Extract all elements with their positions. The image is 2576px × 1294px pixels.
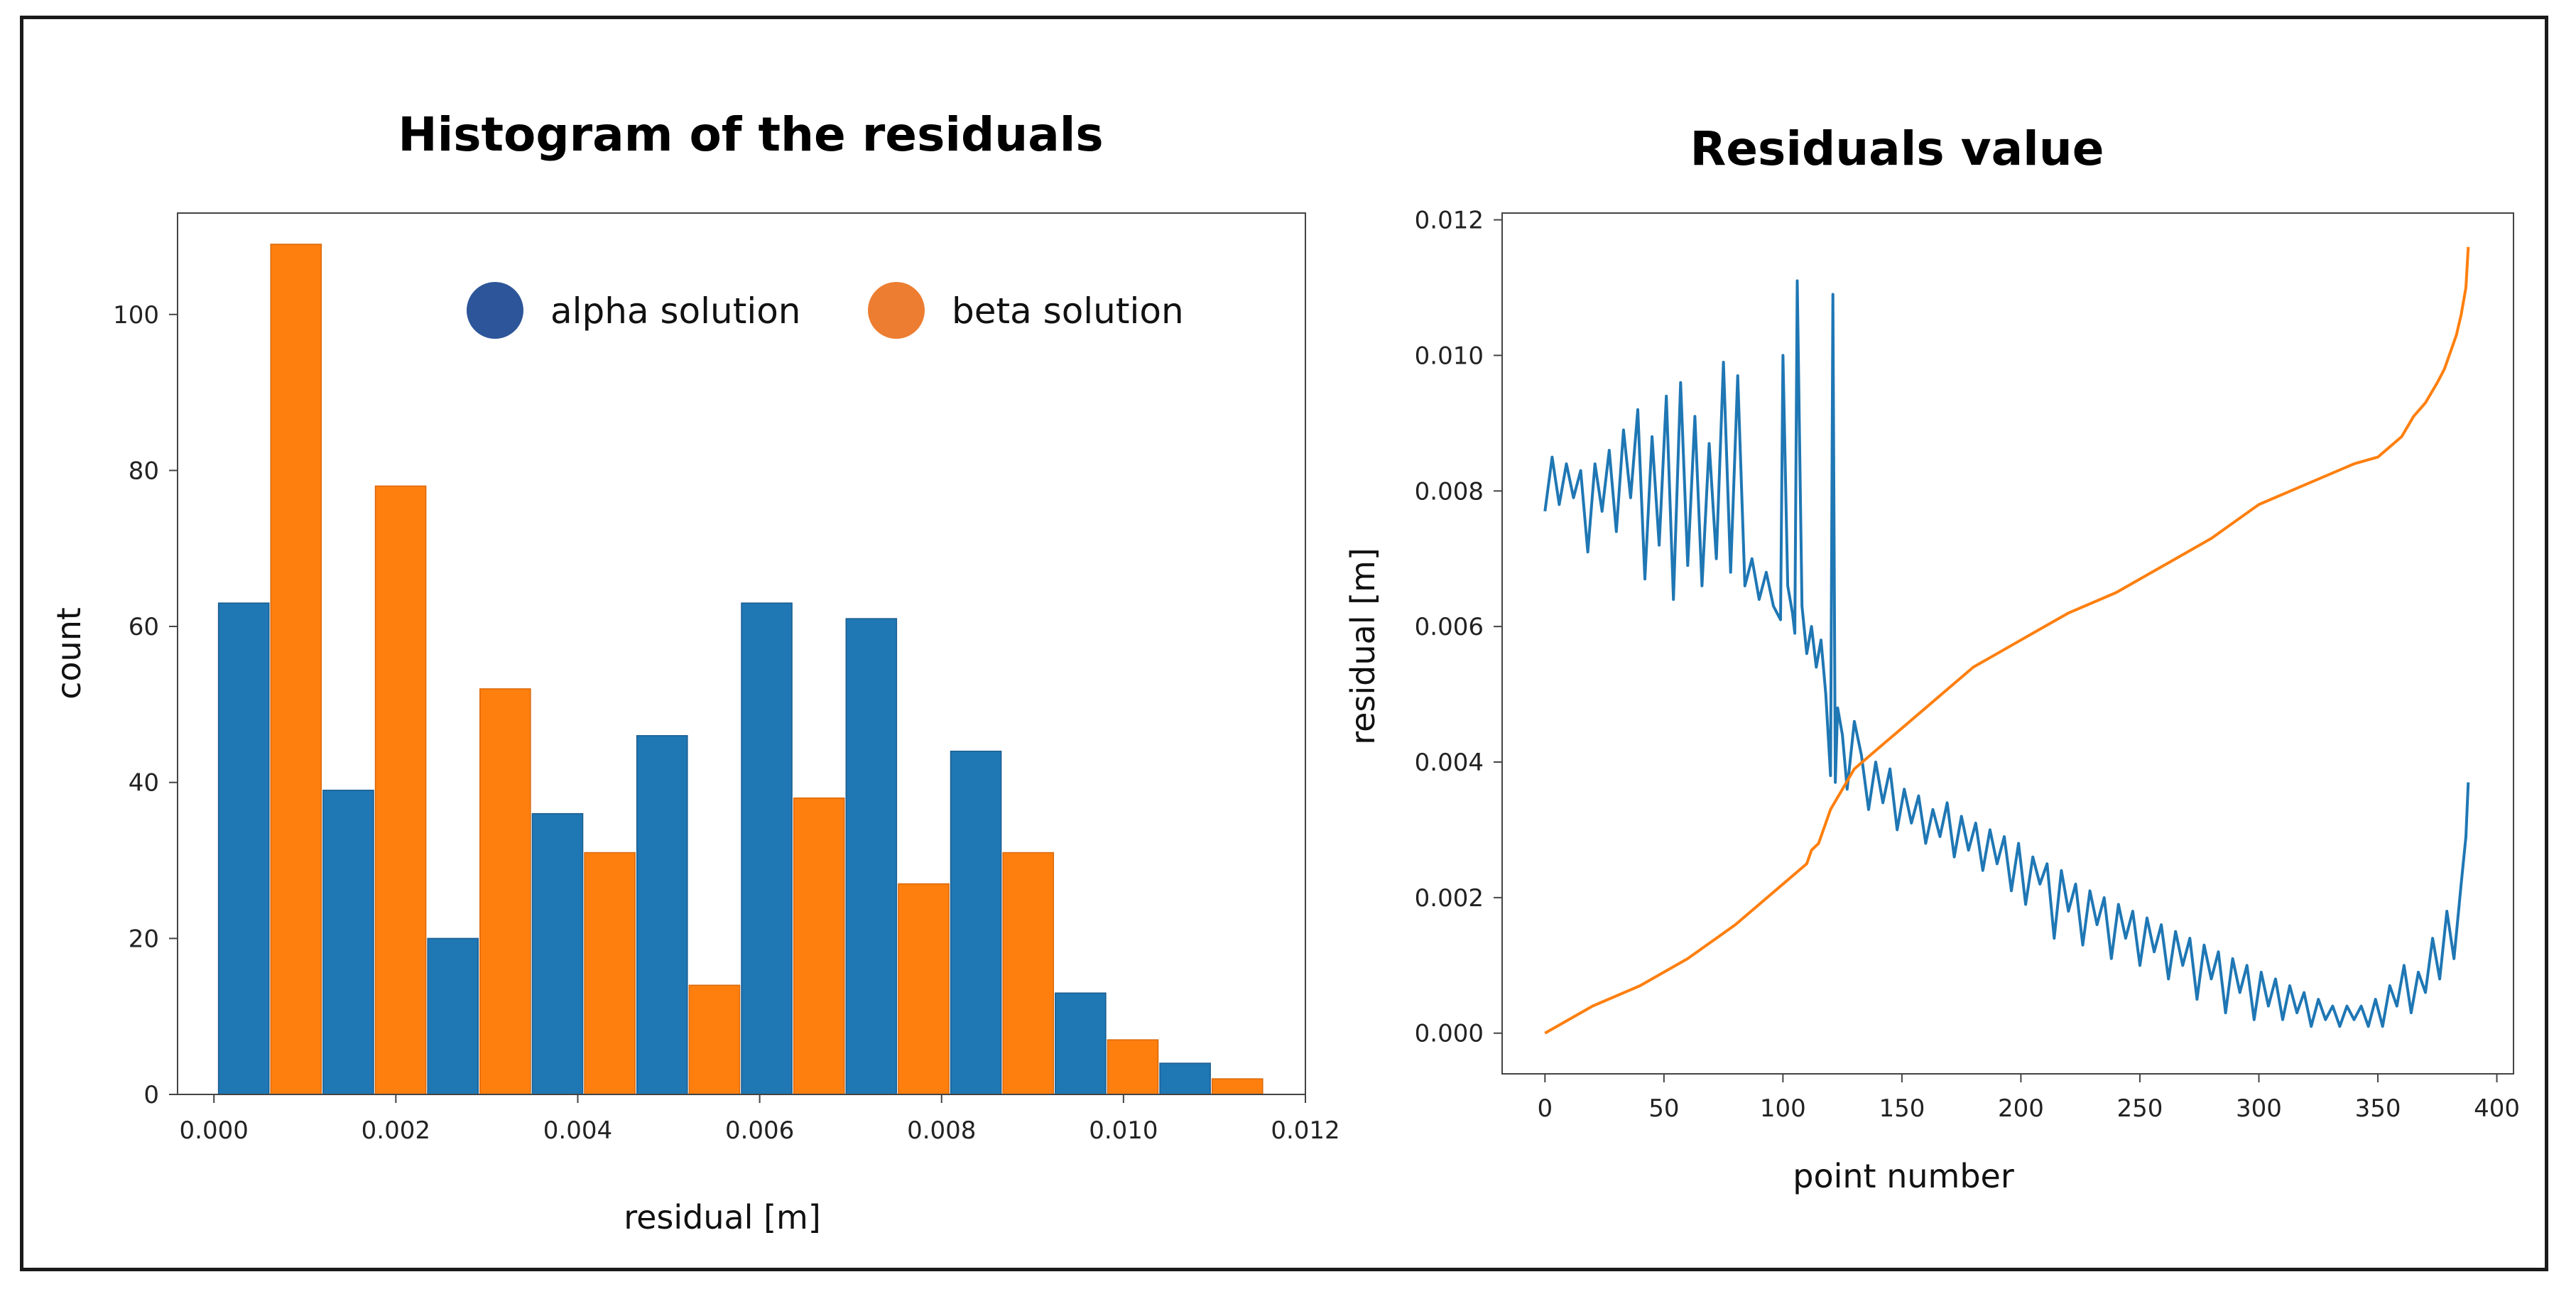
alpha-bar-3 [531,812,584,1095]
residuals-y-tick-label: 0.006 [1415,613,1484,641]
beta-bar-1 [374,485,427,1095]
beta-bar-9 [1211,1078,1263,1095]
residuals-x-tick-label: 150 [1879,1094,1925,1123]
residuals-y-tick-label: 0.002 [1415,884,1484,913]
beta-bar-5 [793,797,845,1095]
residuals-y-tick-label: 0.008 [1415,477,1484,506]
residuals-title: Residuals value [1690,121,2104,176]
legend-alpha-label: alpha solution [550,290,801,332]
histogram-x-tick-label: 0.010 [1089,1116,1158,1145]
histogram-bars [217,244,1263,1095]
beta-bar-7 [1002,852,1055,1095]
alpha-bar-5 [741,602,793,1095]
histogram-y-tick-label: 60 [129,613,159,641]
alpha-bar-8 [1055,992,1107,1095]
residuals-line-chart: Residuals value 0 50 100 150 200 250 300 350 400… [1344,121,2520,1195]
histogram-y-ticks: 0 20 40 60 80 100 [113,301,178,1109]
histogram-x-label: residual [m] [624,1198,821,1236]
residuals-y-tick-label: 0.004 [1415,749,1484,777]
histogram-x-tick-label: 0.012 [1271,1116,1339,1145]
alpha-bar-9 [1159,1062,1211,1095]
residuals-x-tick-label: 250 [2117,1094,2163,1123]
alpha-residual-line [1543,279,2470,1028]
residuals-x-tick-label: 50 [1648,1094,1679,1123]
alpha-bar-2 [427,937,479,1095]
residuals-y-tick-label: 0.012 [1415,207,1484,235]
histogram-y-tick-label: 0 [143,1081,159,1109]
histogram-axes-frame [177,212,1306,1095]
histogram-y-tick-label: 100 [113,301,159,330]
figure-frame [20,16,2548,1271]
beta-bar-8 [1107,1039,1159,1095]
legend-beta-label: beta solution [952,290,1184,332]
beta-bar-0 [270,244,322,1095]
legend-alpha-marker [467,282,523,339]
residuals-y-tick-label: 0.010 [1415,342,1484,370]
residuals-series [1543,246,2470,1035]
histogram-x-tick-label: 0.004 [543,1116,612,1145]
alpha-bar-4 [636,735,688,1095]
residuals-y-ticks: 0.000 0.002 0.004 0.006 0.008 0.010 0.012 [1415,207,1502,1048]
residuals-axes-frame [1501,212,2514,1075]
residuals-x-tick-label: 400 [2474,1094,2520,1123]
alpha-bar-0 [217,602,270,1095]
histogram-y-tick-label: 80 [129,457,159,485]
histogram-title: Histogram of the residuals [398,107,1103,162]
alpha-bar-7 [950,751,1002,1095]
residuals-x-tick-label: 0 [1537,1094,1553,1123]
residuals-y-label: residual [m] [1344,548,1382,745]
histogram-x-tick-label: 0.006 [725,1116,794,1145]
residuals-x-tick-label: 350 [2355,1094,2401,1123]
beta-bar-2 [479,688,531,1095]
legend-beta-marker [868,282,925,339]
residuals-y-tick-label: 0.000 [1415,1020,1484,1048]
residuals-x-ticks: 0 50 100 150 200 250 300 350 400 [1537,1074,2520,1123]
histogram-legend: alpha solution beta solution [467,282,1184,339]
histogram-x-ticks: 0.000 0.002 0.004 0.006 0.008 0.010 0.012 [180,1094,1340,1145]
beta-residual-line [1544,246,2470,1035]
histogram-y-tick-label: 40 [129,769,159,798]
histogram-y-label: count [50,607,88,700]
histogram-x-tick-label: 0.002 [362,1116,430,1145]
residuals-x-tick-label: 100 [1760,1094,1806,1123]
residuals-x-tick-label: 200 [1998,1094,2044,1123]
beta-bar-4 [688,984,741,1095]
beta-bar-6 [898,883,950,1095]
alpha-bar-6 [845,618,898,1095]
histogram-chart: Histogram of the residuals 0.000 0.002 0.0… [50,107,1340,1236]
histogram-y-tick-label: 20 [129,925,159,953]
histogram-x-tick-label: 0.008 [907,1116,976,1145]
beta-bar-3 [584,852,636,1095]
histogram-x-tick-label: 0.000 [180,1116,249,1145]
alpha-bar-1 [322,789,374,1095]
residuals-x-label: point number [1793,1157,2014,1195]
residuals-x-tick-label: 300 [2236,1094,2282,1123]
